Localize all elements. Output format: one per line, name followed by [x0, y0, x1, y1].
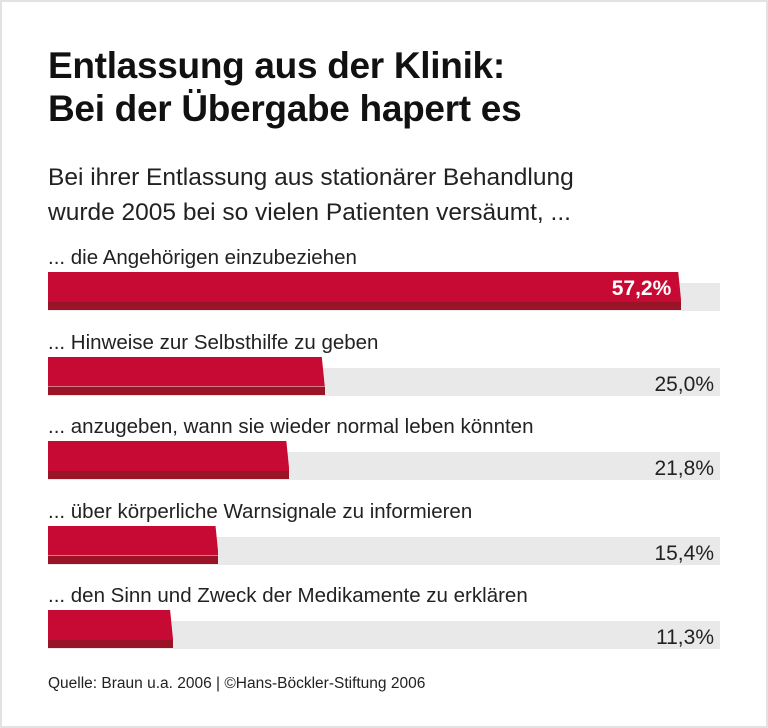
title-line: Entlassung aus der Klinik:: [48, 45, 505, 86]
bar-row: ... Hinweise zur Selbsthilfe zu geben 25,…: [2, 331, 766, 427]
value-label: 15,4%: [654, 541, 714, 565]
value-label: 11,3%: [656, 626, 714, 649]
category-label: ... über körperliche Warnsignale zu info…: [48, 499, 473, 523]
subtitle-line: wurde 2005 bei so vielen Patienten versä…: [48, 199, 571, 226]
subtitle-line: Bei ihrer Entlassung aus stationärer Beh…: [48, 164, 574, 191]
value-label: 57,2%: [611, 277, 672, 300]
bar: [48, 610, 174, 648]
bar: [48, 526, 219, 564]
bar-row: ... die Angehörigen einzubeziehen 57,2%: [2, 246, 766, 342]
bar: [48, 441, 290, 479]
source-note: Quelle: Braun u.a. 2006 | ©Hans-Böckler-…: [48, 675, 426, 692]
title-line: Bei der Übergabe hapert es: [48, 88, 522, 129]
category-label: ... den Sinn und Zweck der Medikamente z…: [48, 584, 528, 607]
bar-row: ... den Sinn und Zweck der Medikamente z…: [2, 584, 766, 680]
bar-row: ... anzugeben, wann sie wieder normal le…: [2, 415, 766, 511]
bar: [48, 272, 682, 310]
category-label: ... Hinweise zur Selbsthilfe zu geben: [48, 330, 379, 354]
chart-title: Entlassung aus der Klinik: Bei der Überg…: [48, 44, 522, 130]
bar-row: ... über körperliche Warnsignale zu info…: [2, 500, 766, 596]
category-label: ... die Angehörigen einzubeziehen: [48, 246, 357, 269]
category-label: ... anzugeben, wann sie wieder normal le…: [48, 415, 534, 438]
value-label: 21,8%: [654, 457, 714, 480]
value-label: 25,0%: [654, 372, 714, 396]
chart-subtitle: Bei ihrer Entlassung aus stationärer Beh…: [48, 160, 574, 230]
bar: [48, 357, 325, 395]
